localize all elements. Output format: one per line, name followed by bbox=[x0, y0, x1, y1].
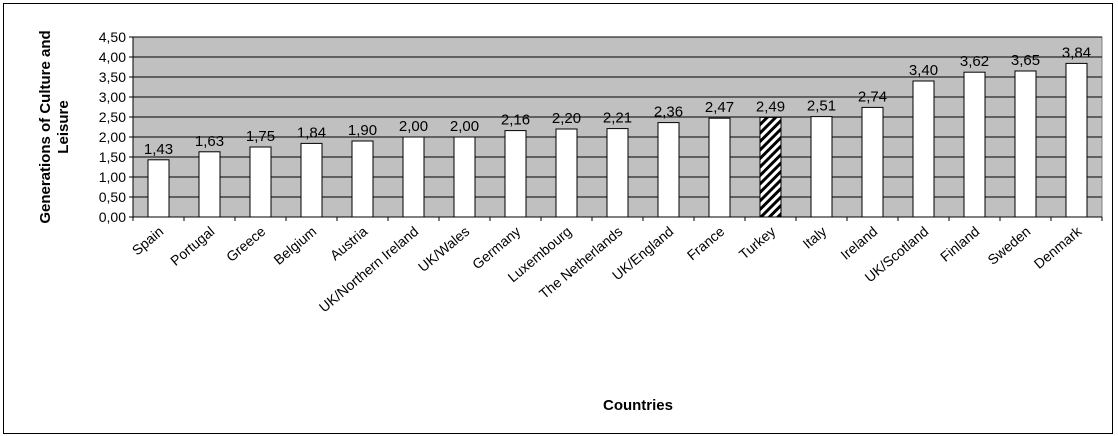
y-tick-label: 0,00 bbox=[99, 209, 126, 225]
bar-austria bbox=[352, 141, 373, 217]
bar-the-netherlands bbox=[607, 129, 628, 217]
y-tick-label: 1,50 bbox=[99, 149, 126, 165]
data-label: 2,74 bbox=[858, 88, 887, 105]
y-tick-label: 3,50 bbox=[99, 69, 126, 85]
category-label: Greece bbox=[223, 223, 269, 265]
data-label: 3,84 bbox=[1062, 44, 1091, 61]
bar-finland bbox=[964, 72, 985, 217]
data-label: 2,21 bbox=[603, 110, 632, 127]
bar-luxembourg bbox=[556, 129, 577, 217]
y-tick-label: 3,00 bbox=[99, 89, 126, 105]
bar-uk-scotland bbox=[913, 81, 934, 217]
category-label: UK/Northern Ireland bbox=[316, 223, 422, 315]
data-label: 2,36 bbox=[654, 104, 683, 121]
data-label: 3,65 bbox=[1011, 52, 1040, 69]
data-label: 1,43 bbox=[144, 141, 173, 158]
data-label: 1,63 bbox=[195, 133, 224, 150]
data-label: 2,00 bbox=[399, 118, 428, 135]
category-label: Sweden bbox=[984, 223, 1033, 268]
data-label: 2,20 bbox=[552, 110, 581, 127]
bar-france bbox=[709, 118, 730, 217]
data-label: 2,51 bbox=[807, 98, 836, 115]
bar-belgium bbox=[301, 143, 322, 217]
category-label: Austria bbox=[327, 223, 371, 263]
bar-turkey bbox=[760, 117, 781, 217]
bar-uk-wales bbox=[454, 137, 475, 217]
category-label: Belgium bbox=[270, 223, 319, 268]
category-label: Finland bbox=[937, 223, 982, 265]
bar-spain bbox=[148, 160, 169, 217]
category-label: Ireland bbox=[837, 223, 880, 263]
bar-ireland bbox=[862, 107, 883, 217]
data-label: 3,40 bbox=[909, 62, 938, 79]
data-label: 2,47 bbox=[705, 99, 734, 116]
category-label: Italy bbox=[799, 223, 829, 252]
y-tick-label: 2,50 bbox=[99, 109, 126, 125]
y-tick-label: 4,00 bbox=[99, 49, 126, 65]
data-label: 1,90 bbox=[348, 122, 377, 139]
category-label: Portugal bbox=[167, 223, 217, 269]
y-tick-label: 2,00 bbox=[99, 129, 126, 145]
data-label: 3,62 bbox=[960, 53, 989, 70]
bar-portugal bbox=[199, 152, 220, 217]
category-label: Spain bbox=[129, 223, 167, 258]
bar-germany bbox=[505, 131, 526, 217]
bar-sweden bbox=[1015, 71, 1036, 217]
x-axis-title: Countries bbox=[603, 397, 673, 414]
bar-uk-england bbox=[658, 123, 679, 217]
bar-uk-northern-ireland bbox=[403, 137, 424, 217]
category-label: Denmark bbox=[1031, 222, 1086, 271]
bar-italy bbox=[811, 117, 832, 217]
bar-greece bbox=[250, 147, 271, 217]
y-axis-title: Generations of Culture andLeisure bbox=[37, 30, 72, 223]
category-label: Turkey bbox=[736, 223, 779, 262]
data-label: 2,16 bbox=[501, 112, 530, 129]
y-tick-label: 4,50 bbox=[99, 29, 126, 45]
category-label: France bbox=[684, 223, 728, 263]
category-label: UK/Wales bbox=[415, 223, 473, 275]
data-label: 2,00 bbox=[450, 118, 479, 135]
y-tick-label: 0,50 bbox=[99, 189, 126, 205]
data-label: 1,84 bbox=[297, 124, 326, 141]
y-tick-label: 1,00 bbox=[99, 169, 126, 185]
data-label: 2,49 bbox=[756, 98, 785, 115]
data-label: 1,75 bbox=[246, 128, 275, 145]
bar-denmark bbox=[1066, 63, 1087, 217]
x-axis: Spain Portugal Greece Belgium AustriaUK/Nort… bbox=[129, 217, 1102, 315]
